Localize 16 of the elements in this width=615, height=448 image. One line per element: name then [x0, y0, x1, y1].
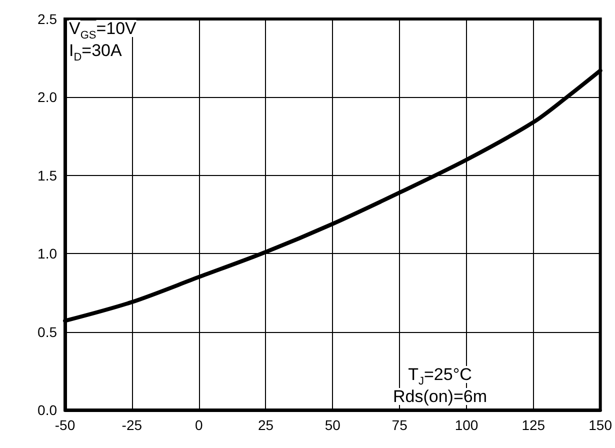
x-tick-label: 100 [454, 417, 478, 433]
y-tick-label: 0.5 [38, 324, 58, 340]
x-tick-label: 150 [588, 417, 612, 433]
y-tick-label: 2.5 [38, 11, 58, 27]
y-tick-label: 1.0 [38, 246, 58, 262]
x-tick-label: -25 [122, 417, 142, 433]
y-tick-label: 1.5 [38, 167, 58, 184]
x-tick-label: 25 [258, 417, 274, 433]
annotation: Rds(on)=6m [392, 387, 488, 406]
x-tick-label: 125 [522, 417, 546, 433]
x-tick-label: 0 [194, 417, 203, 433]
y-tick-label: 0.0 [38, 402, 58, 418]
x-tick-label: 50 [324, 417, 341, 433]
y-tick-label: 2.0 [38, 89, 58, 106]
x-tick-label: -50 [54, 417, 76, 433]
x-tick-label: 75 [392, 417, 408, 433]
